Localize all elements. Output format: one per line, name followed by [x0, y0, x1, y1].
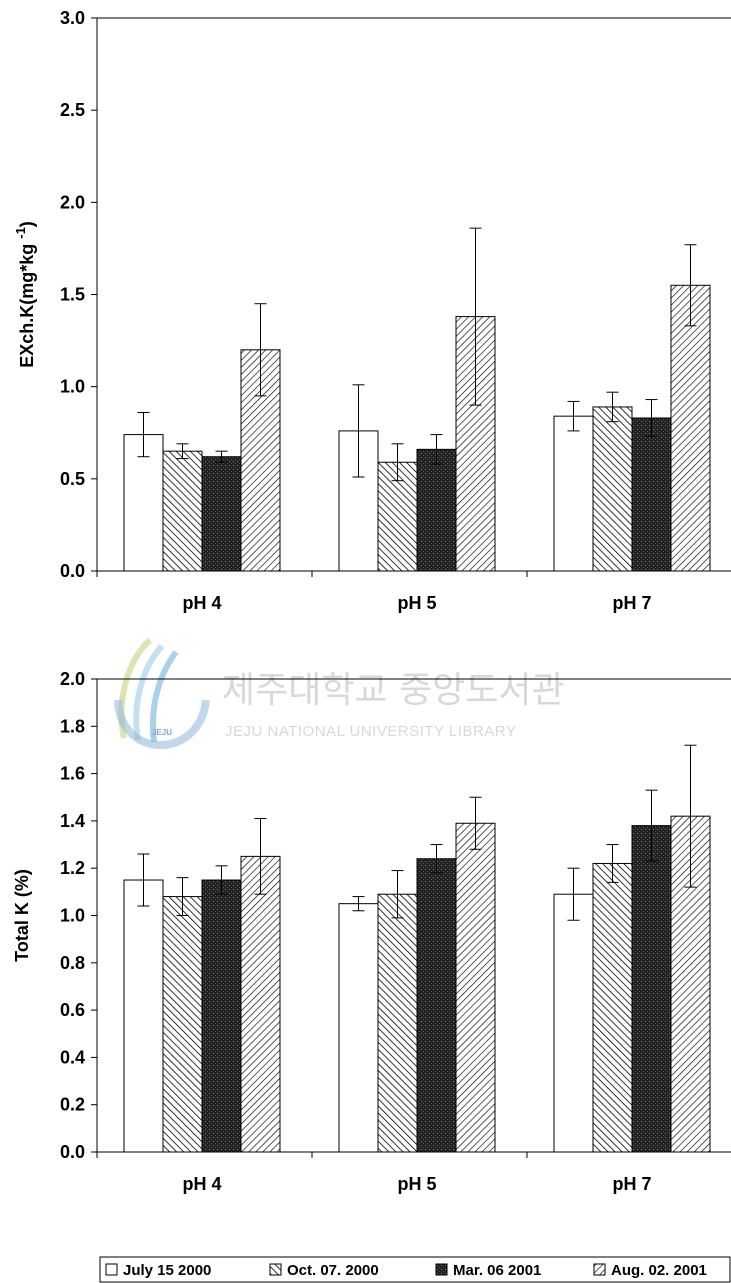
y-tick-label: 1.4	[60, 811, 85, 831]
y-tick-label: 1.6	[60, 764, 85, 784]
y-tick-label: 1.0	[60, 377, 85, 397]
bar-mar-06-2001-ph-7	[631, 825, 672, 1153]
bar-july-15-2000-ph-4	[123, 879, 164, 1153]
x-category-label: pH 7	[612, 1174, 651, 1194]
y-tick-label: 2.0	[60, 192, 85, 212]
legend: July 15 2000 Oct. 07. 2000 Mar. 06 2001 Aug…	[99, 1256, 731, 1283]
y-tick-label: 1.0	[60, 906, 85, 926]
y-tick-label: 1.2	[60, 858, 85, 878]
watermark-english: JEJU NATIONAL UNIVERSITY LIBRARY	[225, 723, 516, 740]
library-emblem-icon: JEJU	[114, 637, 210, 749]
bar-july-15-2000-ph-7	[553, 415, 594, 572]
y-tick-label: 3.0	[60, 8, 85, 28]
legend-label: Mar. 06 2001	[453, 1262, 541, 1279]
legend-swatch-july-15-2000	[105, 1263, 118, 1276]
watermark-korean: 제주대학교 중앙도서관	[222, 670, 565, 711]
bar-july-15-2000-ph-5	[338, 903, 379, 1153]
bar-aug-02-2001-ph-4	[240, 855, 281, 1153]
y-tick-label: 2.5	[60, 100, 85, 120]
bar-oct-07-2000-ph-7	[592, 406, 633, 572]
bar-aug-02-2001-ph-5	[455, 822, 496, 1153]
bar-mar-06-2001-ph-4	[201, 879, 242, 1153]
bar-oct-07-2000-ph-4	[162, 450, 203, 572]
bar-oct-07-2000-ph-5	[377, 893, 418, 1153]
x-category-label: pH 4	[182, 593, 221, 613]
bar-july-15-2000-ph-7	[553, 893, 594, 1153]
legend-swatch-oct-07-2000	[269, 1263, 282, 1276]
y-tick-label: 1.5	[60, 285, 85, 305]
x-category-label: pH 4	[182, 1174, 221, 1194]
watermark: JEJU 제주대학교 중앙도서관 JEJU NATIONAL UNIVERSIT…	[114, 637, 565, 749]
bar-oct-07-2000-ph-7	[592, 862, 633, 1153]
y-tick-label: 1.8	[60, 716, 85, 736]
legend-label: July 15 2000	[123, 1262, 211, 1279]
bar-mar-06-2001-ph-5	[416, 448, 457, 572]
bar-mar-06-2001-ph-7	[631, 417, 672, 572]
y-tick-label: 0.6	[60, 1000, 85, 1020]
bar-mar-06-2001-ph-5	[416, 858, 457, 1153]
legend-label: Aug. 02. 2001	[611, 1262, 707, 1279]
exch-k-chart: 0.0 0.5 1.0 1.5 2.0 2.5 3.0 EXch.K(mg*kg -1) pH …	[13, 8, 731, 613]
y-tick-label: 0.2	[60, 1095, 85, 1115]
y-tick-label: 2.0	[60, 669, 85, 689]
y-tick-label: 0.4	[60, 1047, 85, 1067]
bar-july-15-2000-ph-4	[123, 434, 164, 572]
legend-label: Oct. 07. 2000	[287, 1262, 379, 1279]
x-category-label: pH 5	[397, 593, 436, 613]
x-category-label: pH 7	[612, 593, 651, 613]
legend-swatch-aug-02-2001	[593, 1263, 606, 1276]
y-axis-label: Total K (%)	[12, 869, 32, 962]
y-tick-label: 0.8	[60, 953, 85, 973]
bar-mar-06-2001-ph-4	[201, 456, 242, 572]
total-k-chart: 0.0 0.2 0.4 0.6 0.8 1.0 1.2 1.4 1.6 1.8 2.0 Total K…	[12, 669, 731, 1194]
bar-aug-02-2001-ph-7	[670, 284, 711, 572]
y-tick-label: 0.5	[60, 469, 85, 489]
x-category-label: pH 5	[397, 1174, 436, 1194]
emblem-text: JEJU	[152, 728, 172, 737]
bar-oct-07-2000-ph-4	[162, 896, 203, 1153]
y-axis-label: EXch.K(mg*kg -1)	[13, 221, 37, 368]
y-tick-label: 0.0	[60, 561, 85, 581]
legend-swatch-mar-06-2001	[435, 1263, 448, 1276]
y-tick-label: 0.0	[60, 1142, 85, 1162]
